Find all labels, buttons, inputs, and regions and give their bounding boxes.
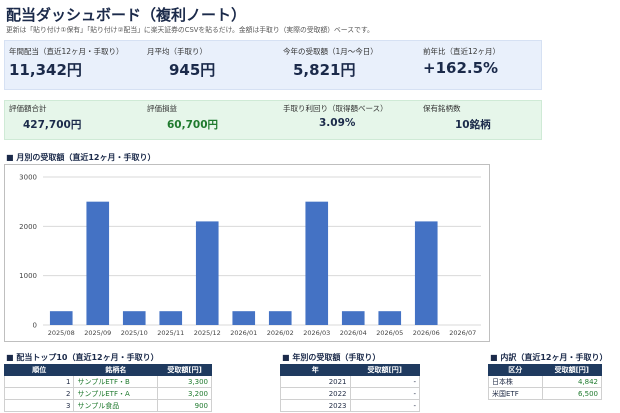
bar [378,311,402,325]
x-tick-label: 2025/12 [194,329,221,337]
metric-label: 月平均（手取り） [147,47,207,56]
bar [122,311,146,325]
top10-table: 順位 銘柄名 受取額[円] 1 サンプルETF・B 3,300 2 サンプルET… [3,364,212,412]
y-tick-label: 3000 [19,174,37,182]
x-tick-label: 2025/09 [84,329,111,337]
page-title: 配当ダッシュボード（複利ノート） [6,6,247,24]
table-row: 米国ETF 6,500 [488,387,603,400]
year-cell: 2023 [280,399,351,412]
category-cell: 日本株 [488,375,543,388]
bar [305,201,329,325]
table-row: 1 サンプルETF・B 3,300 [3,375,212,388]
col-header-category: 区分 [488,364,543,376]
page-subtitle: 更新は「貼り付け①保有」「貼り付け②配当」に楽天証券のCSVを貼るだけ。金額は手… [6,26,374,34]
chart-canvas: 0 1000 2000 3000 2025/08 2025/09 2025/10 2025/1… [19,174,481,337]
amount-cell: - [349,375,421,388]
x-tick-label: 2026/05 [376,329,403,337]
amount-cell: 3,300 [157,375,212,388]
x-tick-label: 2026/02 [267,329,294,337]
category-cell: 米国ETF [488,387,543,400]
metric-label: 年間配当（直近12ヶ月・手取り） [9,47,124,56]
y-tick-label: 1000 [19,272,37,280]
metric-value: +162.5% [423,59,499,77]
summary-band-primary: 年間配当（直近12ヶ月・手取り） 11,342円 月平均（手取り） 945円 今… [4,40,542,90]
metric-label: 保有銘柄数 [423,104,461,113]
name-cell: サンプル食品 [73,399,159,412]
col-header-amount: 受取額[円] [541,364,603,376]
bar [268,311,292,325]
rank-cell: 1 [3,375,75,388]
metric-monthly-average: 月平均（手取り） 945円 [147,46,215,80]
x-tick-label: 2026/01 [230,329,257,337]
amount-cell: - [349,399,421,412]
x-tick-label: 2026/07 [449,329,476,337]
yearly-title: ■ 年別の受取額（手取り） [282,353,381,362]
rank-cell: 2 [3,387,75,400]
year-cell: 2022 [280,387,351,400]
metric-label: 手取り利回り（取得額ベース） [283,104,388,113]
metric-valuation-gain: 評価損益 60,700円 [147,103,218,132]
col-header-amount: 受取額[円] [157,364,212,376]
amount-cell: 3,200 [157,387,212,400]
metric-total-valuation: 評価額合計 427,700円 [9,103,81,132]
yearly-table: 年 受取額[円] 2021 - 2022 - 2023 - [280,364,421,412]
amount-cell: 4,842 [541,375,603,388]
x-tick-label: 2025/08 [48,329,75,337]
bar [159,311,183,325]
metric-holdings-count: 保有銘柄数 10銘柄 [423,103,491,132]
metric-net-yield: 手取り利回り（取得額ベース） 3.09% [283,103,388,129]
rank-cell: 3 [3,399,75,412]
metric-annual-dividend: 年間配当（直近12ヶ月・手取り） 11,342円 [9,46,124,80]
col-header-year: 年 [280,364,351,376]
table-row: 2 サンプルETF・A 3,200 [3,387,212,400]
bar [49,311,73,325]
metric-label: 評価額合計 [9,104,47,113]
metric-value: 10銘柄 [455,119,491,131]
metric-this-year: 今年の受取額（1月〜今日） 5,821円 [283,46,378,80]
summary-band-secondary: 評価額合計 427,700円 評価損益 60,700円 手取り利回り（取得額ベー… [4,100,542,140]
y-tick-label: 2000 [19,223,37,231]
bar [341,311,365,325]
name-cell: サンプルETF・A [73,387,159,400]
monthly-dividend-chart: 0 1000 2000 3000 2025/08 2025/09 2025/10 2025/1… [4,164,490,342]
table-row: 2021 - [280,375,421,388]
y-tick-label: 0 [33,322,37,330]
metric-value: 945円 [169,61,216,79]
amount-cell: 900 [157,399,212,412]
bar [232,311,256,325]
metric-value: 60,700円 [167,119,219,131]
x-tick-label: 2026/03 [303,329,330,337]
year-cell: 2021 [280,375,351,388]
x-tick-label: 2025/10 [121,329,148,337]
name-cell: サンプルETF・B [73,375,159,388]
amount-cell: 6,500 [541,387,603,400]
table-row: 2023 - [280,399,421,412]
x-tick-label: 2025/11 [157,329,184,337]
table-row: 3 サンプル食品 900 [3,399,212,412]
metric-value: 5,821円 [293,61,356,79]
breakdown-table: 区分 受取額[円] 日本株 4,842 米国ETF 6,500 [488,364,603,400]
breakdown-title: ■ 内訳（直近12ヶ月・手取り） [490,353,608,362]
x-tick-label: 2026/06 [413,329,440,337]
chart-section-title: ■ 月別の受取額（直近12ヶ月・手取り） [6,153,156,162]
bar [414,221,438,325]
metric-value: 427,700円 [23,119,82,131]
metric-label: 前年比（直近12ヶ月） [423,47,501,56]
table-row: 2022 - [280,387,421,400]
metric-value: 11,342円 [9,61,82,79]
metric-value: 3.09% [319,117,356,129]
col-header-rank: 順位 [3,364,75,376]
bar [86,201,110,325]
amount-cell: - [349,387,421,400]
x-tick-label: 2026/04 [340,329,367,337]
col-header-name: 銘柄名 [73,364,159,376]
bar [195,221,219,325]
metric-year-over-year: 前年比（直近12ヶ月） +162.5% [423,46,500,77]
top10-title: ■ 配当トップ10（直近12ヶ月・手取り） [6,353,159,362]
metric-label: 今年の受取額（1月〜今日） [283,47,378,56]
table-row: 日本株 4,842 [488,375,603,388]
col-header-amount: 受取額[円] [349,364,421,376]
metric-label: 評価損益 [147,104,177,113]
